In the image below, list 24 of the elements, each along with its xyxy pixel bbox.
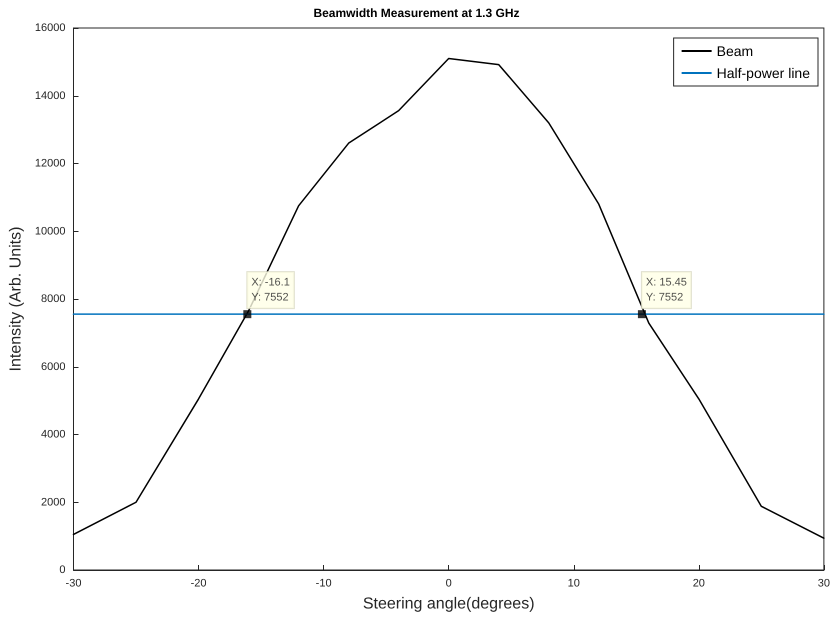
annotation: X: -16.1 Y: 7552 <box>251 276 290 304</box>
line-series <box>72 58 825 539</box>
y-tick-label: 10000 <box>34 225 66 238</box>
chart-title: Beamwidth Measurement at 1.3 GHz <box>313 6 520 20</box>
annotation: X: 15.45 Y: 7552 <box>646 276 687 304</box>
y-tick-label: 2000 <box>41 496 66 508</box>
x-tick-label: 10 <box>568 578 580 590</box>
x-axis-title: Steering angle(degrees) <box>362 596 535 612</box>
legend-label: Half-power line <box>716 65 810 81</box>
x-tick-label: -20 <box>190 578 207 590</box>
x-tick-label: 0 <box>446 578 452 590</box>
y-tick-label: 0 <box>59 564 66 576</box>
y-tick-label: 16000 <box>34 22 66 34</box>
x-tick-label: -30 <box>66 578 82 590</box>
y-tick-label: 6000 <box>41 360 66 373</box>
x-tick-label: -10 <box>316 578 332 590</box>
y-axis-title: Intensity (Arb. Units) <box>8 226 24 372</box>
y-tick-label: 12000 <box>34 158 66 170</box>
y-tick-label: 14000 <box>34 90 66 102</box>
y-tick-label: 4000 <box>41 428 66 440</box>
legend-label: Beam <box>716 43 754 59</box>
x-tick-label: 30 <box>818 578 830 590</box>
x-tick-label: 20 <box>692 578 705 590</box>
y-tick-label: 8000 <box>41 293 66 305</box>
